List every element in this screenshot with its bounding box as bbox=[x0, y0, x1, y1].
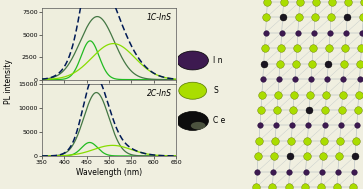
Ellipse shape bbox=[179, 82, 207, 99]
Ellipse shape bbox=[177, 112, 208, 130]
Text: PL intensity: PL intensity bbox=[4, 59, 13, 104]
X-axis label: Wavelength (nm): Wavelength (nm) bbox=[76, 168, 142, 177]
Text: S: S bbox=[213, 86, 218, 95]
Text: I n: I n bbox=[213, 56, 223, 65]
Text: 1C-InS: 1C-InS bbox=[147, 13, 172, 22]
Ellipse shape bbox=[177, 51, 208, 70]
Ellipse shape bbox=[191, 122, 206, 129]
Text: C e: C e bbox=[213, 116, 225, 125]
Text: 2C-InS: 2C-InS bbox=[147, 89, 172, 98]
